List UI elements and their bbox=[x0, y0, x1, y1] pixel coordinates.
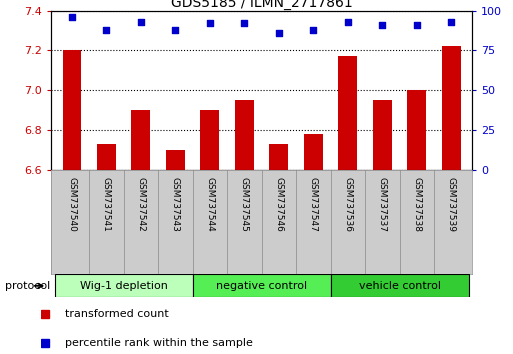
Text: GSM737538: GSM737538 bbox=[412, 177, 421, 232]
Point bbox=[275, 30, 283, 36]
Bar bbox=[97, 144, 116, 170]
Bar bbox=[201, 110, 220, 170]
Bar bbox=[55, 274, 193, 297]
Title: GDS5185 / ILMN_2717861: GDS5185 / ILMN_2717861 bbox=[171, 0, 352, 10]
Text: GSM737545: GSM737545 bbox=[240, 177, 249, 232]
Bar bbox=[166, 150, 185, 170]
Text: GSM737544: GSM737544 bbox=[205, 177, 214, 232]
Text: GSM737547: GSM737547 bbox=[309, 177, 318, 232]
Text: transformed count: transformed count bbox=[65, 309, 169, 319]
Bar bbox=[63, 51, 82, 170]
Bar bbox=[193, 274, 330, 297]
Point bbox=[412, 22, 421, 28]
Bar bbox=[407, 90, 426, 170]
Bar bbox=[373, 100, 392, 170]
Text: percentile rank within the sample: percentile rank within the sample bbox=[65, 338, 253, 348]
Text: GSM737542: GSM737542 bbox=[136, 177, 146, 232]
Point bbox=[206, 21, 214, 26]
Point bbox=[68, 14, 76, 20]
Text: GSM737543: GSM737543 bbox=[171, 177, 180, 232]
Point bbox=[344, 19, 352, 24]
Point bbox=[309, 27, 318, 33]
Text: protocol: protocol bbox=[5, 281, 50, 291]
Text: Wig-1 depletion: Wig-1 depletion bbox=[80, 281, 168, 291]
Text: GSM737537: GSM737537 bbox=[378, 177, 387, 232]
Point bbox=[171, 27, 180, 33]
Text: negative control: negative control bbox=[216, 281, 307, 291]
Text: GSM737546: GSM737546 bbox=[274, 177, 283, 232]
Bar bbox=[235, 100, 254, 170]
Bar bbox=[330, 274, 468, 297]
Text: GSM737541: GSM737541 bbox=[102, 177, 111, 232]
Bar bbox=[442, 46, 461, 170]
Bar bbox=[339, 56, 358, 170]
Point bbox=[137, 19, 145, 24]
Text: GSM737539: GSM737539 bbox=[447, 177, 456, 232]
Text: GSM737540: GSM737540 bbox=[68, 177, 76, 232]
Bar bbox=[269, 144, 288, 170]
Text: GSM737536: GSM737536 bbox=[343, 177, 352, 232]
Bar bbox=[304, 134, 323, 170]
Text: vehicle control: vehicle control bbox=[359, 281, 441, 291]
Bar bbox=[131, 110, 150, 170]
Point bbox=[447, 19, 456, 24]
Point bbox=[378, 22, 386, 28]
Point bbox=[240, 21, 248, 26]
Point bbox=[103, 27, 111, 33]
